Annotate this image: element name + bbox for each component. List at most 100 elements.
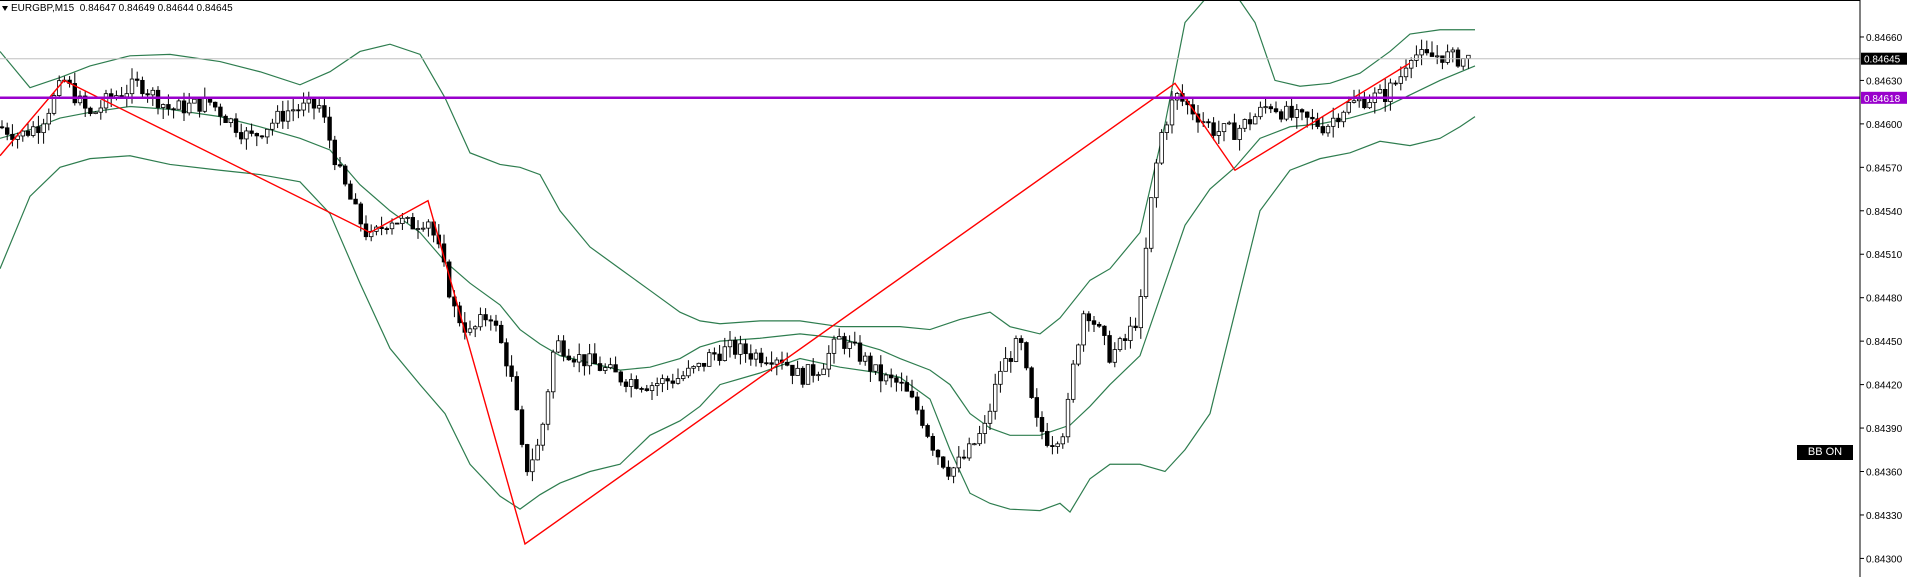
candle-body	[306, 98, 311, 104]
candle-body	[1435, 55, 1440, 58]
candle-body	[1060, 436, 1065, 445]
candle-body	[795, 367, 800, 376]
candle-body	[186, 102, 192, 114]
dropdown-triangle-icon[interactable]	[2, 5, 8, 11]
candle-body	[1310, 116, 1315, 120]
candle-body	[759, 352, 764, 364]
candle-body	[790, 364, 795, 376]
candle-body	[993, 383, 998, 412]
candle-body	[1409, 60, 1414, 69]
candle-body	[145, 93, 150, 96]
candle-body	[1242, 119, 1247, 129]
candle-body	[1325, 125, 1331, 134]
candle-body	[1466, 54, 1471, 59]
candle-body	[540, 423, 545, 446]
candle-body	[467, 328, 473, 333]
candle-body	[51, 95, 57, 114]
candle-body	[218, 106, 223, 117]
candle-body	[925, 425, 930, 437]
candle-body	[670, 380, 675, 384]
candle-body	[1279, 111, 1284, 120]
candle-body	[129, 78, 135, 95]
candle-body	[1258, 106, 1263, 118]
candle-body	[811, 364, 816, 376]
candle-body	[1133, 325, 1138, 329]
candle-body	[1149, 197, 1154, 249]
candle-body	[264, 128, 270, 138]
candle-body	[618, 371, 623, 383]
candle-body	[1091, 320, 1097, 325]
candle-body	[1029, 367, 1034, 398]
candle-body	[1211, 122, 1216, 136]
candle-body	[951, 467, 956, 477]
candle-body	[1367, 102, 1372, 109]
candle-body	[519, 409, 525, 445]
candle-body	[1232, 122, 1237, 140]
candle-body	[415, 228, 421, 230]
candle-body	[228, 118, 233, 123]
candle-body	[1315, 118, 1320, 127]
candle-body	[660, 378, 665, 384]
candle-body	[394, 222, 400, 225]
candle-body	[987, 410, 993, 424]
candle-body	[1362, 98, 1367, 109]
candle-body	[238, 132, 244, 140]
candle-body	[831, 338, 837, 354]
candle-body	[327, 116, 332, 141]
candle-body	[1253, 116, 1258, 125]
candle-body	[1341, 111, 1346, 123]
candle-body	[561, 340, 566, 357]
candle-body	[41, 123, 46, 134]
candle-body	[946, 466, 951, 477]
current-price-label: 0.84645	[1864, 55, 1901, 66]
candle-body	[644, 388, 649, 391]
candle-body	[493, 320, 499, 326]
candle-body	[712, 352, 717, 355]
bb-lower-line	[0, 116, 1476, 513]
candle-body	[171, 108, 176, 111]
candle-body	[842, 336, 847, 349]
candle-body	[1305, 111, 1310, 118]
bollinger-bands	[0, 0, 1476, 513]
hline-price-label: 0.84618	[1864, 94, 1901, 105]
bb-upper-line	[0, 0, 1475, 335]
candle-body	[707, 352, 712, 367]
bb-toggle-button[interactable]: BB ON	[1797, 445, 1853, 460]
y-tick-label: 0.84420	[1866, 381, 1903, 392]
candle-body	[613, 364, 618, 373]
candle-body	[1461, 58, 1466, 67]
candle-body	[743, 343, 748, 355]
candle-body	[290, 109, 296, 112]
candle-body	[1076, 344, 1081, 365]
candle-body	[1123, 338, 1128, 341]
candle-body	[878, 364, 883, 382]
candle-body	[868, 355, 873, 372]
candle-body	[1003, 358, 1008, 372]
candle-body	[254, 133, 259, 137]
candle-body	[577, 354, 582, 363]
candle-body	[192, 98, 197, 104]
candle-body	[197, 98, 202, 112]
candle-body	[1294, 109, 1299, 118]
candle-body	[649, 385, 655, 391]
ohlc-values: 0.84647 0.84649 0.84644 0.84645	[79, 3, 233, 14]
candle-body	[124, 93, 129, 98]
candle-body	[1128, 325, 1133, 341]
y-tick-label: 0.84540	[1866, 207, 1903, 218]
candle-body	[1102, 325, 1107, 336]
zigzag-line	[0, 62, 1411, 546]
candle-body	[675, 378, 681, 384]
candle-body	[1221, 123, 1227, 133]
candle-body	[774, 359, 779, 365]
candle-body	[904, 382, 909, 392]
candle-body	[1268, 106, 1273, 110]
candle-body	[686, 367, 691, 377]
candle-body	[1424, 49, 1429, 54]
candle-body	[259, 135, 265, 138]
candle-body	[1263, 106, 1268, 109]
candle-body	[1034, 397, 1039, 418]
candle-body	[223, 115, 228, 123]
candle-body	[982, 422, 987, 434]
candle-body	[483, 314, 488, 321]
